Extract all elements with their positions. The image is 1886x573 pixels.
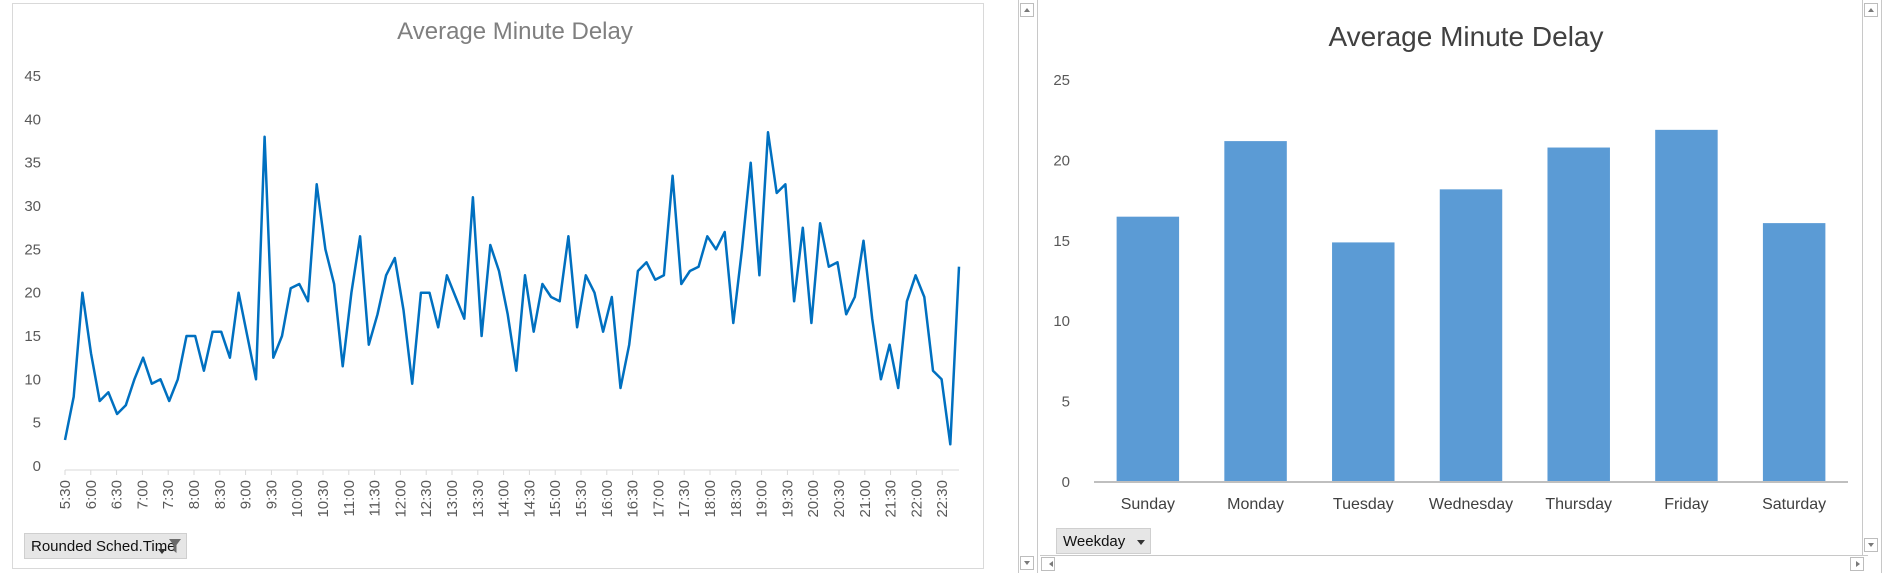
left-chart-panel: Average Minute Delay 0 5 10 15 20 25 30 35 40 45 … xyxy=(12,3,984,569)
line-x-tick-label: 16:30 xyxy=(625,480,642,518)
line-x-tick-label: 12:30 xyxy=(418,480,435,518)
line-chart: Average Minute Delay 051015202530354045 … xyxy=(24,18,961,518)
scroll-right-arrow-icon[interactable] xyxy=(1850,557,1864,571)
line-x-tick-label: 19:00 xyxy=(754,480,771,518)
chevron-down-icon xyxy=(1137,540,1145,545)
bar-tuesday xyxy=(1332,242,1395,482)
line-x-tick-label: 18:00 xyxy=(702,480,719,518)
line-x-tick-label: 22:30 xyxy=(934,480,951,518)
scroll-down-arrow-icon[interactable] xyxy=(1864,538,1878,552)
bar-saturday xyxy=(1762,223,1826,482)
line-x-tick-label: 6:00 xyxy=(83,480,100,509)
line-x-axis: 5:30 6:00 6:30 7:00 7:30 8:00 8:30 9:00 9:30 10:0… xyxy=(57,469,959,518)
line-x-tick-label: 20:30 xyxy=(831,480,848,518)
line-x-tick-label: 13:00 xyxy=(444,480,461,518)
line-x-tick-label: 6:30 xyxy=(109,480,126,509)
bar-y-tick-label: 5 xyxy=(1062,394,1070,411)
scroll-up-arrow-icon[interactable] xyxy=(1020,3,1034,17)
line-y-tick-label: 35 xyxy=(24,155,41,172)
line-y-axis: 0 5 10 15 20 25 30 35 40 45 xyxy=(24,68,41,475)
line-x-tick-label: 9:00 xyxy=(238,480,255,509)
horizontal-scrollbar[interactable] xyxy=(1040,555,1868,573)
line-series xyxy=(63,131,961,446)
filter-icon xyxy=(169,539,181,553)
weekday-field-button[interactable]: Weekday xyxy=(1056,528,1151,554)
bar-friday xyxy=(1655,129,1718,482)
line-y-tick-label: 15 xyxy=(24,328,41,345)
line-x-tick-label: 11:00 xyxy=(341,480,358,516)
line-x-tick-label: 13:30 xyxy=(470,480,487,518)
bar-x-tick-label: Sunday xyxy=(1121,496,1175,513)
bar-x-tick-label: Thursday xyxy=(1545,496,1612,513)
bar-y-tick-label: 0 xyxy=(1062,474,1070,491)
scroll-down-arrow-icon[interactable] xyxy=(1020,556,1034,570)
bar-sunday xyxy=(1116,216,1180,482)
line-x-tick-label: 8:00 xyxy=(186,480,203,509)
line-x-tick-label: 21:00 xyxy=(857,480,874,518)
line-x-tick-label: 22:00 xyxy=(908,480,925,518)
line-x-tick-label: 20:00 xyxy=(805,480,822,518)
dropdown-arrow-icon xyxy=(158,549,166,554)
line-y-tick-label: 10 xyxy=(24,371,41,388)
line-x-tick-label: 19:30 xyxy=(779,480,796,518)
bar-y-tick-label: 10 xyxy=(1053,313,1070,330)
line-x-tick-label: 17:30 xyxy=(676,480,693,518)
line-x-tick-label: 7:00 xyxy=(134,480,151,509)
line-x-tick-label: 12:00 xyxy=(392,480,409,518)
bar-x-tick-label: Wednesday xyxy=(1429,496,1513,513)
line-x-tick-label: 11:30 xyxy=(367,480,384,516)
line-y-tick-label: 30 xyxy=(24,198,41,215)
bar-thursday xyxy=(1547,147,1610,482)
line-x-tick-label: 21:30 xyxy=(883,480,900,518)
rounded-sched-time-field-button[interactable]: Rounded Sched.Time xyxy=(24,533,187,559)
bar-x-tick-label: Friday xyxy=(1664,496,1708,513)
bar-x-tick-label: Tuesday xyxy=(1333,496,1394,513)
line-x-tick-label: 15:00 xyxy=(547,480,564,518)
line-x-tick-label: 16:00 xyxy=(599,480,616,518)
bar-monday xyxy=(1224,141,1287,482)
line-chart-title: Average Minute Delay xyxy=(397,18,633,45)
weekday-label: Weekday xyxy=(1063,532,1126,550)
bar-y-tick-label: 15 xyxy=(1053,233,1070,250)
line-x-tick-label: 14:30 xyxy=(521,480,538,518)
bar-series xyxy=(1116,129,1826,482)
line-x-tick-label: 8:30 xyxy=(212,480,229,509)
rounded-sched-time-label: Rounded Sched.Time xyxy=(31,537,176,555)
line-x-tick-label: 9:30 xyxy=(263,480,280,509)
vertical-scrollbar-left[interactable] xyxy=(1018,0,1040,573)
line-y-tick-label: 25 xyxy=(24,241,41,258)
bar-wednesday xyxy=(1439,189,1503,482)
bar-chart: Average Minute Delay 0 5 10 15 20 25 Sunday Mo… xyxy=(1053,21,1848,513)
line-y-tick-label: 40 xyxy=(24,111,41,128)
right-chart-panel: Average Minute Delay 0 5 10 15 20 25 Sunday Mo… xyxy=(1040,0,1850,555)
bar-x-tick-label: Saturday xyxy=(1762,496,1826,513)
line-x-tick-label: 18:30 xyxy=(728,480,745,518)
line-x-tick-label: 10:00 xyxy=(289,480,306,518)
line-y-tick-label: 0 xyxy=(33,458,41,475)
line-x-tick-label: 17:00 xyxy=(650,480,667,518)
line-x-tick-label: 14:00 xyxy=(496,480,513,518)
bar-y-tick-label: 20 xyxy=(1053,152,1070,169)
bar-x-tick-label: Monday xyxy=(1227,496,1284,513)
bar-y-axis: 0 5 10 15 20 25 xyxy=(1053,72,1070,491)
scroll-left-arrow-icon[interactable] xyxy=(1041,557,1055,571)
bar-x-axis: Sunday Monday Tuesday Wednesday Thursday Frid… xyxy=(1094,481,1848,513)
vertical-scrollbar-right[interactable] xyxy=(1862,0,1882,573)
line-y-tick-label: 20 xyxy=(24,285,41,302)
line-y-tick-label: 45 xyxy=(24,68,41,85)
line-x-tick-label: 5:30 xyxy=(57,480,74,509)
line-series-path xyxy=(63,131,961,446)
scroll-up-arrow-icon[interactable] xyxy=(1864,3,1878,17)
line-x-tick-label: 7:30 xyxy=(160,480,177,509)
line-y-tick-label: 5 xyxy=(33,415,41,432)
bar-chart-title: Average Minute Delay xyxy=(1329,21,1604,52)
bar-y-tick-label: 25 xyxy=(1053,72,1070,89)
line-x-tick-label: 15:30 xyxy=(573,480,590,518)
line-x-tick-label: 10:30 xyxy=(315,480,332,518)
